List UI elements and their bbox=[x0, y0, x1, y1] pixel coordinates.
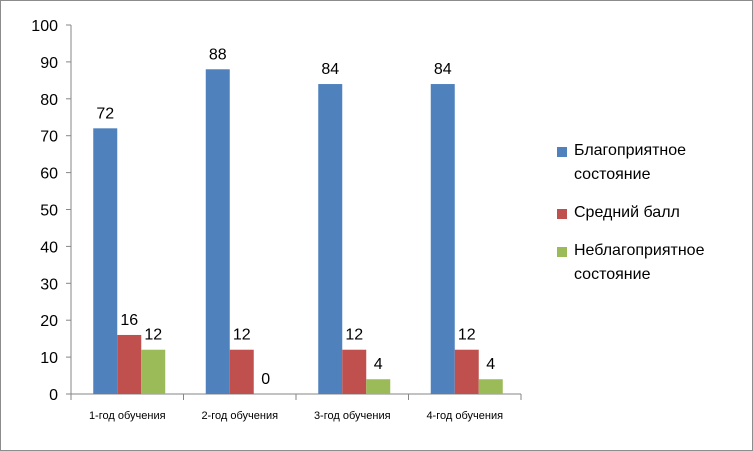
bar bbox=[342, 349, 367, 394]
legend-item-unfavorable: Неблагоприятное состояние bbox=[557, 239, 747, 287]
data-label: 0 bbox=[261, 371, 270, 388]
data-label: 12 bbox=[233, 327, 251, 344]
data-label: 12 bbox=[144, 327, 162, 344]
data-label: 4 bbox=[486, 356, 495, 373]
legend-swatch-unfavorable bbox=[557, 247, 567, 257]
bar bbox=[117, 334, 142, 394]
bar bbox=[478, 379, 503, 394]
data-label: 12 bbox=[458, 327, 476, 344]
y-tick-label: 30 bbox=[40, 276, 58, 293]
legend-item-favorable: Благоприятное состояние bbox=[557, 139, 747, 187]
legend-swatch-favorable bbox=[557, 147, 567, 157]
bar bbox=[205, 69, 230, 394]
y-tick-label: 20 bbox=[40, 313, 58, 330]
bar bbox=[93, 128, 118, 394]
x-category-label: 4-год обучения bbox=[426, 410, 503, 422]
data-label: 16 bbox=[120, 312, 138, 329]
legend-item-average: Средний балл bbox=[557, 201, 747, 225]
y-tick-label: 50 bbox=[40, 203, 58, 220]
bar bbox=[229, 349, 254, 394]
data-label: 88 bbox=[209, 46, 227, 63]
data-label: 84 bbox=[321, 61, 339, 78]
x-category-label: 3-год обучения bbox=[314, 410, 391, 422]
x-category-label: 1-год обучения bbox=[89, 410, 166, 422]
y-tick-label: 90 bbox=[40, 55, 58, 72]
legend-label-favorable: Благоприятное состояние bbox=[574, 142, 687, 183]
data-label: 72 bbox=[96, 105, 114, 122]
bar bbox=[454, 349, 479, 394]
legend-swatch-average bbox=[557, 209, 567, 219]
bar bbox=[366, 379, 391, 394]
y-tick-label: 60 bbox=[40, 166, 58, 183]
y-tick-label: 100 bbox=[31, 18, 58, 35]
data-label: 84 bbox=[434, 61, 452, 78]
bar bbox=[141, 349, 166, 394]
data-label: 4 bbox=[374, 356, 383, 373]
y-tick-label: 70 bbox=[40, 129, 58, 146]
legend-label-unfavorable: Неблагоприятное состояние bbox=[574, 242, 705, 283]
x-category-label: 2-год обучения bbox=[201, 410, 278, 422]
bar bbox=[318, 84, 343, 394]
y-tick-label: 80 bbox=[40, 92, 58, 109]
legend: Благоприятное состояние Средний балл Неб… bbox=[557, 139, 747, 301]
data-label: 12 bbox=[345, 327, 363, 344]
y-tick-label: 40 bbox=[40, 239, 58, 256]
y-tick-label: 10 bbox=[40, 350, 58, 367]
bar bbox=[430, 84, 455, 394]
legend-label-average: Средний балл bbox=[574, 204, 680, 221]
y-tick-label: 0 bbox=[49, 387, 58, 404]
